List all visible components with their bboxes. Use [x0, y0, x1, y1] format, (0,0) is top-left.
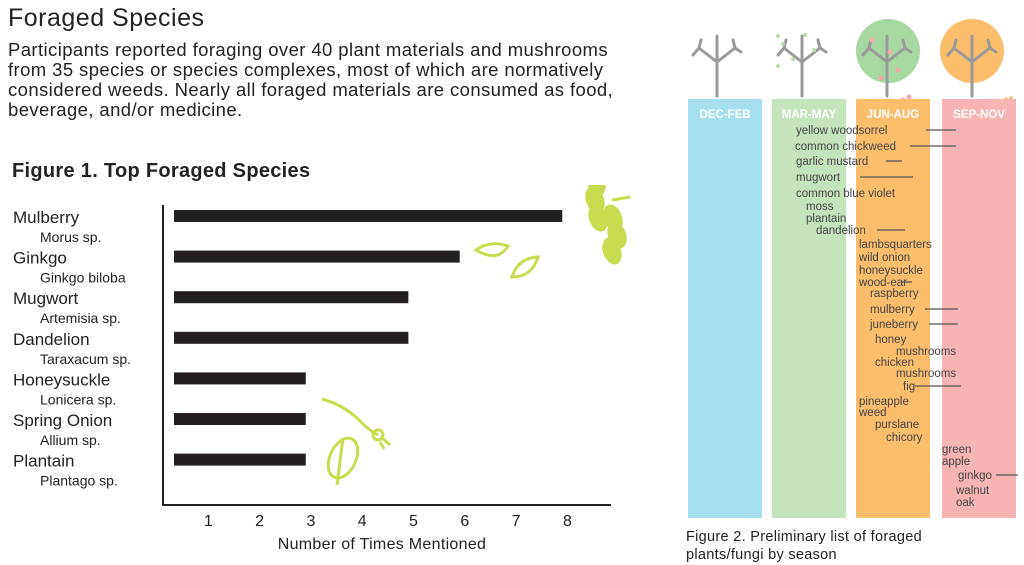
- season-item-label: purslane: [875, 419, 919, 431]
- category-sublabel: Allium sp.: [40, 432, 101, 448]
- bar-dandelion: [174, 331, 409, 344]
- season-tree-icon: [691, 34, 743, 98]
- season-item-label: green: [942, 444, 971, 456]
- season-item-label: honey: [875, 334, 907, 346]
- bar-spring-onion: [174, 413, 306, 425]
- category-sublabel: Morus sp.: [40, 229, 101, 245]
- season-item-label: mugwort: [796, 172, 841, 184]
- x-tick-label: 8: [563, 513, 572, 530]
- x-tick-label: 5: [409, 513, 418, 530]
- x-tick-label: 7: [512, 513, 521, 530]
- category-label: Mugwort: [13, 289, 78, 308]
- season-item-label: chicory: [886, 432, 923, 444]
- season-item-label: wood-ear: [858, 277, 907, 289]
- category-sublabel: Artemisia sp.: [40, 310, 121, 326]
- season-item-label: plantain: [806, 213, 846, 225]
- category-sublabel: Plantago sp.: [40, 473, 118, 489]
- season-item-label: oak: [956, 497, 975, 509]
- ginkgo-leaves-icon: [473, 242, 541, 279]
- season-item-label: chicken: [875, 357, 914, 369]
- season-item-label: mushrooms: [896, 346, 956, 358]
- bar-ginkgo: [174, 250, 460, 263]
- season-item-label: apple: [942, 456, 970, 468]
- x-tick-label: 6: [460, 513, 469, 530]
- bar-mulberry: [174, 210, 563, 222]
- season-item-label: lambsquarters: [859, 239, 932, 251]
- season-header: SEP-NOV: [953, 109, 1005, 121]
- season-item-label: common blue violet: [796, 188, 896, 200]
- x-tick-label: 1: [204, 513, 213, 530]
- bar-mugwort: [174, 291, 409, 304]
- season-item-label: pineapple: [859, 396, 909, 408]
- category-label: Spring Onion: [13, 411, 112, 430]
- x-tick-label: 2: [255, 513, 264, 530]
- season-header: JUN-AUG: [867, 109, 919, 121]
- category-label: Plantain: [13, 452, 74, 471]
- season-tree-icon: [776, 33, 828, 98]
- category-sublabel: Lonicera sp.: [40, 391, 116, 407]
- season-item-label: walnut: [955, 485, 990, 497]
- figure2-caption: Figure 2. Preliminary list of foraged pl…: [686, 529, 922, 563]
- season-item-label: moss: [806, 201, 834, 213]
- season-item-label: raspberry: [870, 288, 919, 300]
- x-tick-label: 4: [358, 513, 367, 530]
- plantain-icon: [326, 436, 360, 486]
- season-item-label: common chickweed: [795, 141, 896, 153]
- x-axis-title: Number of Times Mentioned: [278, 536, 486, 553]
- season-column-mar-may: [772, 99, 846, 518]
- season-header: MAR-MAY: [782, 109, 837, 121]
- x-tick-label: 3: [306, 513, 315, 530]
- season-column-jun-aug: [856, 99, 930, 518]
- category-label: Ginkgo: [13, 249, 67, 268]
- season-item-label: wild onion: [858, 252, 910, 264]
- spring-onion-icon: [321, 397, 391, 450]
- season-item-label: honeysuckle: [859, 265, 923, 277]
- season-tree-icon: [940, 19, 1013, 106]
- season-item-label: garlic mustard: [796, 156, 868, 168]
- bar-plantain: [174, 453, 306, 466]
- intro-paragraph: Participants reported foraging over 40 p…: [8, 39, 614, 120]
- category-sublabel: Ginkgo biloba: [40, 270, 126, 286]
- category-label: Mulberry: [13, 208, 80, 227]
- figure1-bar-chart: Mulberry Morus sp. Ginkgo Ginkgo biloba Mugw…: [13, 185, 631, 553]
- season-item-label: weed: [858, 407, 887, 419]
- season-column-dec-feb: [688, 99, 762, 518]
- season-item-label: dandelion: [816, 225, 866, 237]
- season-header: DEC-FEB: [699, 109, 750, 121]
- season-item-label: mushrooms: [896, 368, 956, 380]
- season-item-label: ginkgo: [958, 470, 992, 482]
- season-item-label: fig: [903, 381, 915, 393]
- season-item-label: mulberry: [870, 304, 915, 316]
- category-sublabel: Taraxacum sp.: [40, 351, 131, 367]
- season-item-label: yellow woodsorrel: [796, 125, 887, 137]
- page-title: Foraged Species: [8, 4, 205, 32]
- mulberry-illustration-icon: [585, 185, 631, 265]
- season-item-label: juneberry: [869, 319, 918, 331]
- figure2-season-chart: DEC-FEB MAR-MAY JUN-AUG SEP-NOV yellow woods…: [688, 19, 1018, 518]
- bar-honeysuckle: [174, 372, 306, 385]
- category-label: Honeysuckle: [13, 370, 110, 389]
- season-tree-icon: [856, 19, 920, 103]
- category-label: Dandelion: [13, 330, 90, 349]
- figure1-title: Figure 1. Top Foraged Species: [12, 160, 311, 182]
